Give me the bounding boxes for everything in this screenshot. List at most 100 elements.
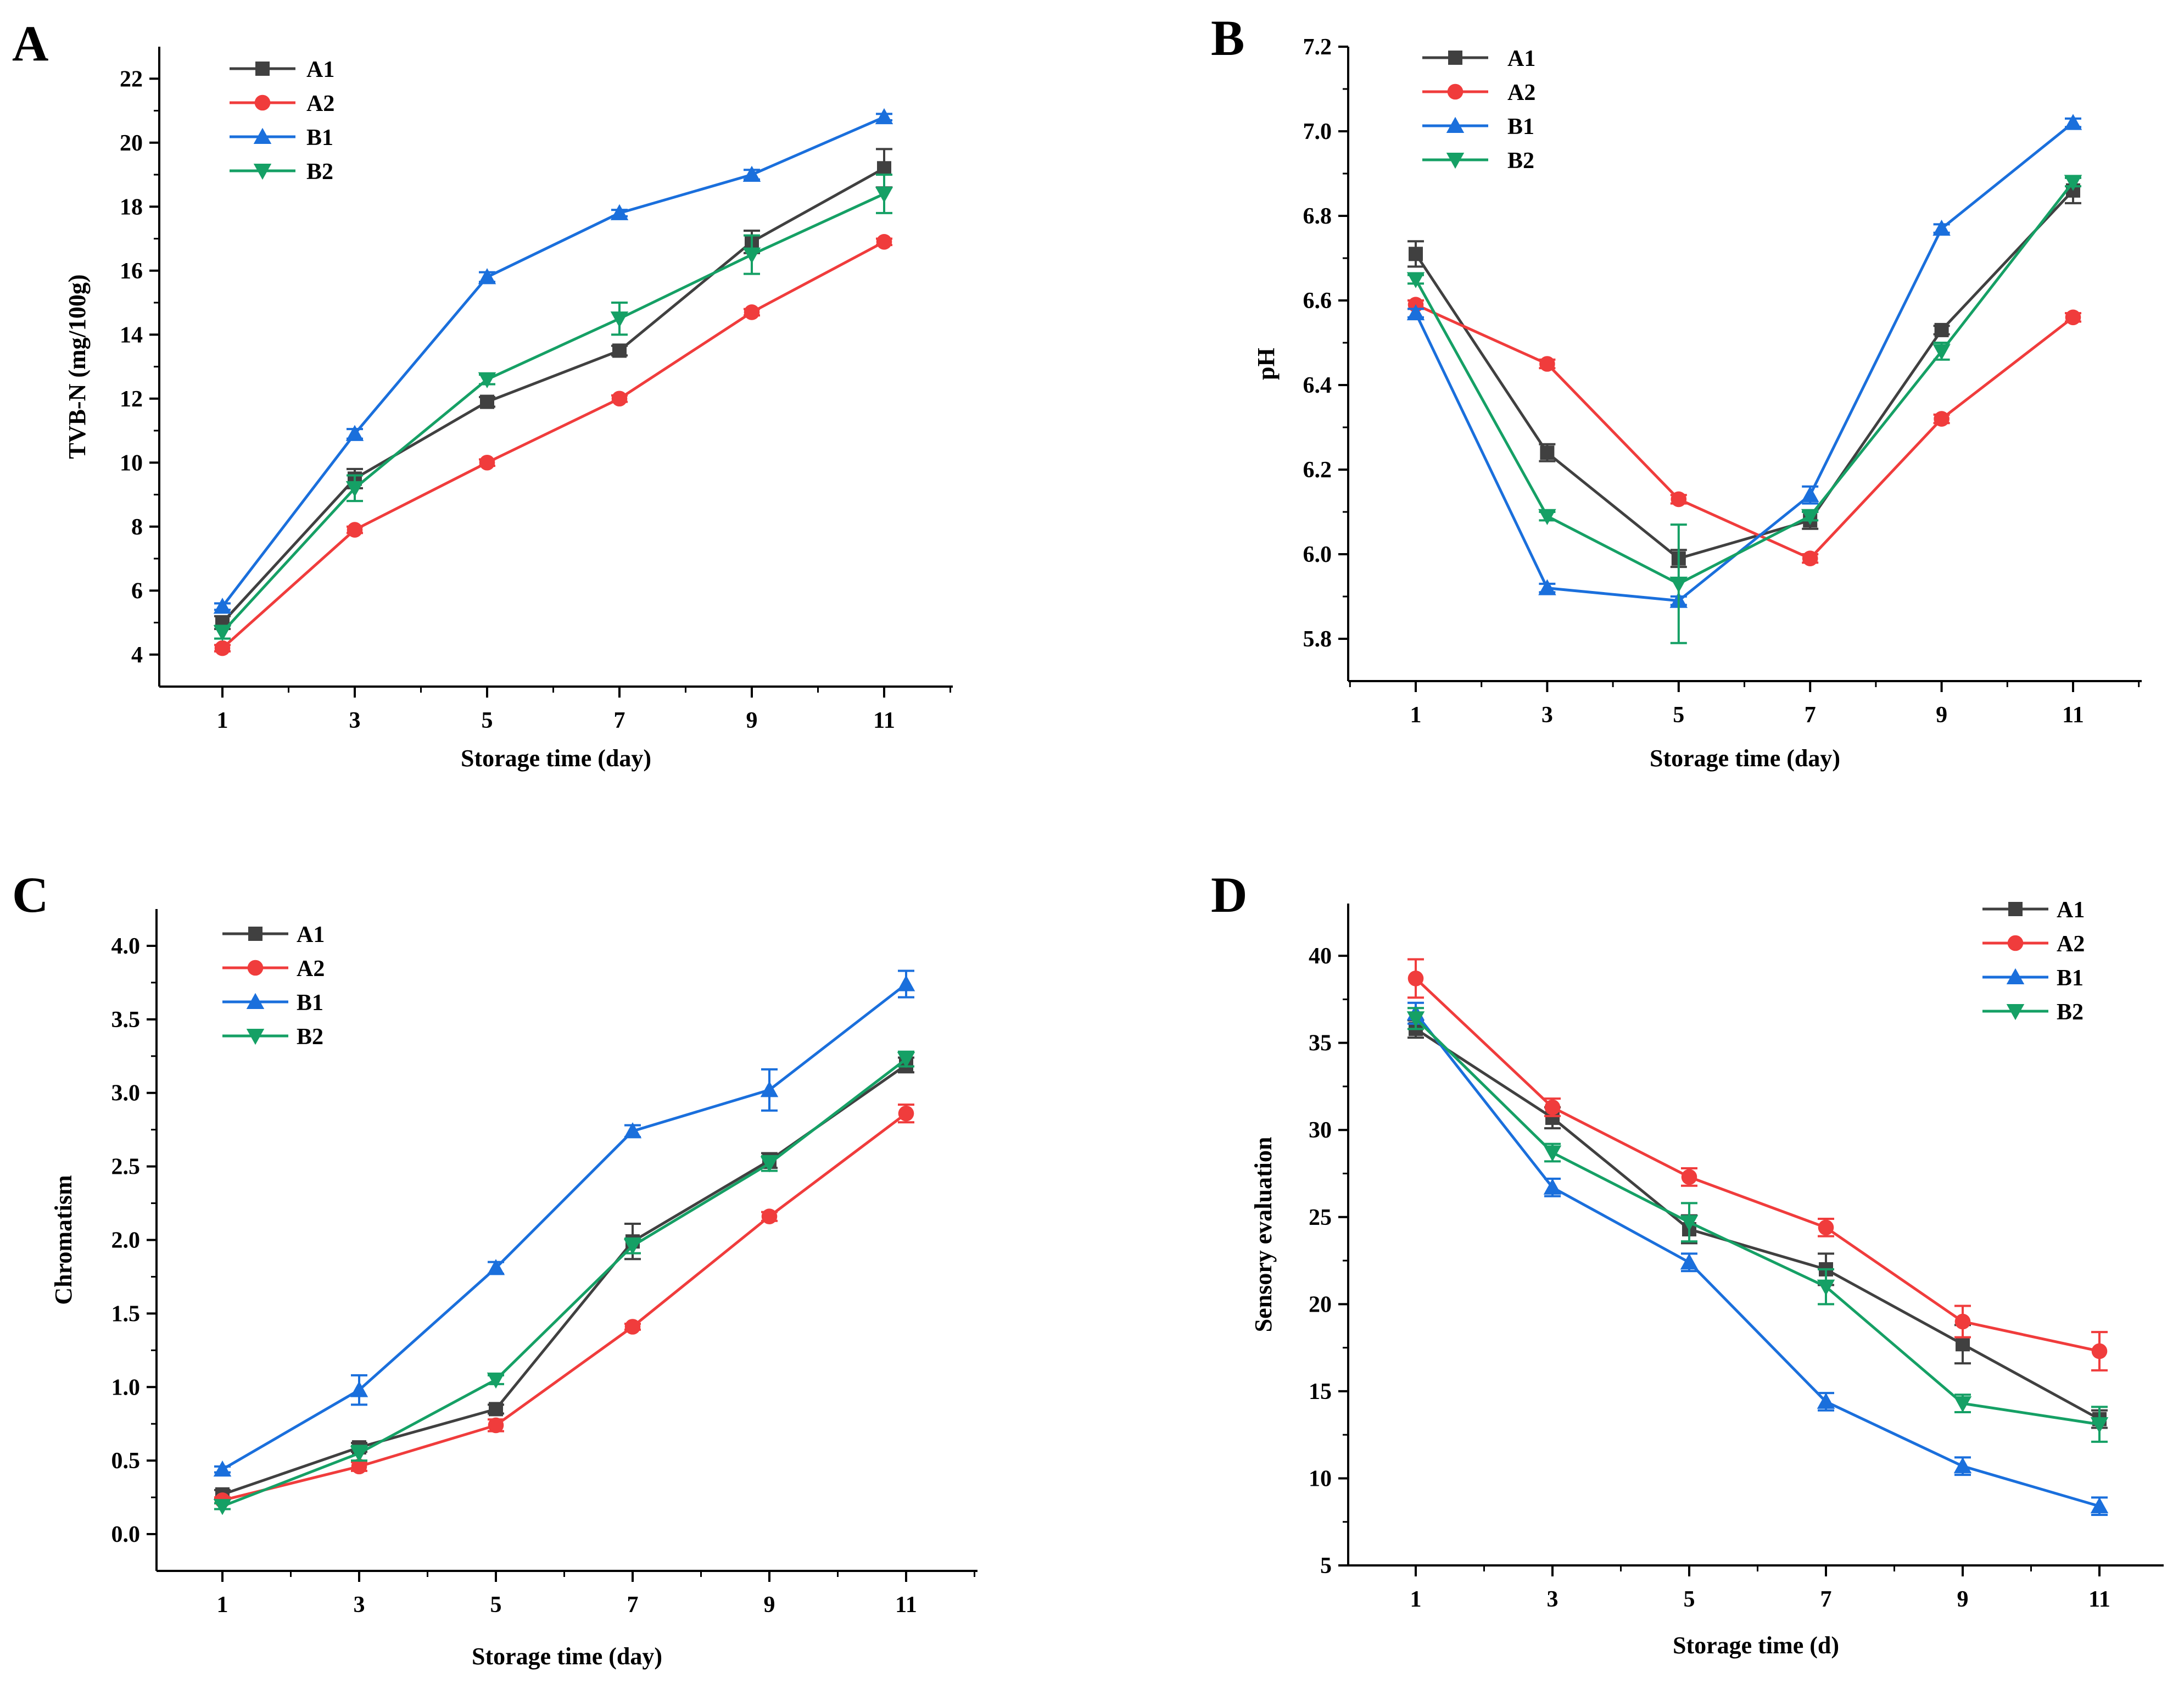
- panel-a-y-tick-label: 6: [131, 578, 143, 604]
- panel-b-point-a2: [1934, 411, 1950, 427]
- panel-d-point-b2: [2090, 1417, 2109, 1434]
- panel-a-x-tick-label: 3: [349, 708, 361, 733]
- panel-b-legend-item-a2: A2: [1422, 80, 1535, 105]
- panel-d-y-tick-label: 35: [1309, 1031, 1332, 1056]
- panel-c-point-b1: [350, 1381, 368, 1397]
- panel-b-series-b2: [1406, 175, 2082, 644]
- panel-b-legend: A1 A2 B1 B2: [1422, 46, 1535, 174]
- panel-c-letter: C: [12, 867, 48, 923]
- panel-b-x-tick-label: 3: [1541, 703, 1553, 728]
- panel-d-legend-marker-a2: [2007, 935, 2024, 951]
- panel-a-point-b2: [213, 625, 232, 642]
- panel-c-x-tick-label: 7: [627, 1592, 639, 1618]
- panel-b-legend-label-a1: A1: [1507, 46, 1535, 71]
- panel-a-y-tick-label: 16: [120, 259, 143, 284]
- panel-b-y-tick-label: 7.0: [1303, 119, 1332, 144]
- panel-a-y-axis-title: TVB-N (mg/100g): [64, 274, 91, 459]
- panel-c-y-tick-label: 0.5: [111, 1448, 141, 1474]
- panel-a-legend-label-b1: B1: [306, 125, 333, 150]
- panel-d-point-b2: [1817, 1279, 1835, 1296]
- panel-a-y-tick-label: 4: [131, 643, 143, 668]
- panel-b-line-a2: [1415, 303, 2074, 560]
- panel-d-line-b1: [1415, 1012, 2100, 1508]
- panel-a-legend-label-b2: B2: [306, 159, 333, 185]
- panel-c-point-b2: [350, 1446, 368, 1463]
- panel-c-point-a1: [489, 1402, 503, 1417]
- panel-d-x-tick-label: 5: [1684, 1587, 1695, 1612]
- panel-c-legend-label-a2: A2: [297, 956, 325, 982]
- panel-b-point-b2: [1669, 576, 1688, 593]
- panel-c-point-b1: [213, 1460, 232, 1477]
- panel-a-y-tick-label: 12: [120, 387, 143, 412]
- panel-b-line-b1: [1414, 121, 2074, 603]
- panel-b-point-b2: [1932, 344, 1951, 360]
- panel-b-x-tick-label: 7: [1805, 703, 1816, 728]
- panel-c-y-tick-label: 1.0: [111, 1375, 141, 1400]
- panel-a-legend-item-a1: A1: [230, 57, 334, 82]
- panel-a-x-tick-label: 1: [217, 708, 228, 733]
- panel-b-y-tick-label: 6.2: [1303, 458, 1332, 483]
- panel-d-point-a1: [1956, 1337, 1970, 1352]
- panel-c-point-b2: [897, 1052, 915, 1068]
- panel-c-y-tick-label: 1.5: [111, 1301, 141, 1326]
- panel-c-y-axis-title: Chromatism: [50, 1175, 77, 1305]
- panel-d-x-tick-label: 11: [2088, 1587, 2110, 1612]
- panel-c-point-b1: [760, 1081, 779, 1097]
- panel-c-point-a2: [624, 1319, 641, 1335]
- panel-d-point-a2: [1681, 1169, 1697, 1185]
- panel-a-legend-marker-a2: [254, 94, 271, 111]
- panel-a-x-axis-title: Storage time (day): [461, 745, 651, 772]
- panel-a-x-tick-label: 7: [614, 708, 625, 733]
- panel-a-line-a1: [221, 167, 885, 624]
- panel-c-point-b1: [623, 1122, 642, 1139]
- panel-d-x-tick-label: 3: [1547, 1587, 1559, 1612]
- panel-b: B 5.8 6.0 6.2 6.4 6.6 6.8 7.0 7.2 1 3 5 7 9 11 Storage …: [1211, 10, 2142, 772]
- panel-c-x-tick-label: 1: [217, 1592, 228, 1618]
- panel-d-line-a2: [1415, 977, 2100, 1353]
- panel-c-point-b2: [213, 1499, 232, 1515]
- panel-b-legend-marker-a1: [1448, 51, 1462, 65]
- panel-d-letter: D: [1211, 867, 1247, 923]
- panel-b-point-b2: [1406, 272, 1425, 288]
- panel-c-point-b1: [897, 975, 915, 991]
- panel-b-legend-label-b1: B1: [1507, 114, 1534, 140]
- panel-c-legend-item-b2: B2: [222, 1024, 323, 1050]
- panel-b-y-tick-label: 6.8: [1303, 204, 1332, 229]
- panel-a-point-b1: [610, 204, 629, 220]
- panel-c-legend-marker-b1: [246, 993, 265, 1009]
- panel-a-y-tick-label: 18: [120, 194, 143, 220]
- panel-c-point-a2: [351, 1458, 367, 1475]
- panel-b-x-tick-label: 1: [1410, 703, 1422, 728]
- panel-a-x-tick-label: 11: [873, 708, 895, 733]
- panel-c-point-a2: [488, 1417, 504, 1434]
- panel-c-point-b2: [760, 1156, 779, 1173]
- panel-b-point-b1: [1801, 486, 1819, 503]
- panel-c-line-a2: [222, 1112, 907, 1502]
- panel-b-legend-item-b2: B2: [1422, 148, 1534, 174]
- panel-c-y-tick-label: 2.0: [111, 1228, 141, 1253]
- panel-a-point-a1: [612, 343, 627, 358]
- panel-d-point-b2: [1680, 1215, 1699, 1231]
- panel-b-point-a1: [1540, 445, 1555, 460]
- panel-b-legend-marker-b1: [1446, 116, 1465, 133]
- panel-b-line-a1: [1414, 189, 2074, 560]
- panel-b-y-tick-label: 7.2: [1303, 35, 1332, 60]
- panel-c-point-b2: [623, 1239, 642, 1255]
- panel-a-legend-item-a2: A2: [230, 91, 334, 116]
- panel-d-legend-item-b1: B1: [1982, 966, 2084, 991]
- panel-a-legend-label-a2: A2: [306, 91, 334, 116]
- panel-c-y-tick-label: 2.5: [111, 1155, 141, 1180]
- panel-a-point-a2: [611, 391, 628, 407]
- panel-c-legend-label-b1: B1: [297, 990, 323, 1016]
- panel-c-line-b2: [222, 1058, 907, 1508]
- panel-b-y-tick-label: 5.8: [1303, 627, 1332, 652]
- panel-d-y-tick-label: 40: [1309, 944, 1332, 969]
- panel-b-point-a2: [1539, 356, 1555, 372]
- panel-b-y-axis-title: pH: [1253, 348, 1280, 380]
- panel-a-point-b1: [213, 598, 232, 614]
- panel-d-legend-label-b1: B1: [2057, 966, 2084, 991]
- panel-d-legend-marker-a1: [2008, 902, 2023, 916]
- panel-d-x-axis-title: Storage time (d): [1673, 1632, 1839, 1659]
- panel-b-series-b1: [1406, 114, 2082, 608]
